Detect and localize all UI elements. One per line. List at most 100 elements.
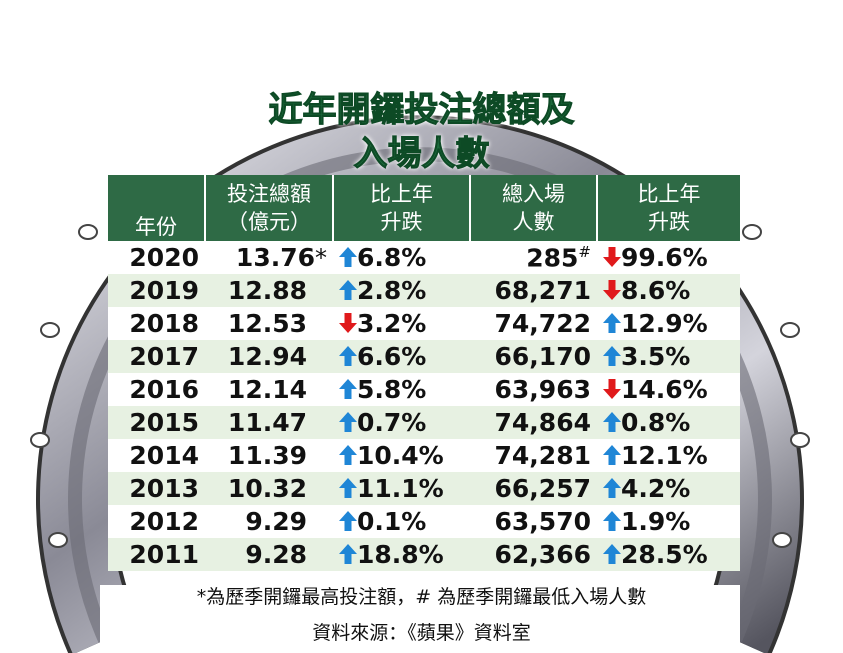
- attendance-value: 66,257: [494, 474, 591, 503]
- attendance-change-value: 28.5%: [621, 540, 708, 569]
- year: 2018: [108, 307, 205, 340]
- bet-change-value: 0.1%: [357, 507, 427, 536]
- attendance: 74,281: [470, 439, 597, 472]
- bet-change: 5.8%: [333, 373, 470, 406]
- arrow-up: [603, 445, 621, 465]
- header-line: 人數: [512, 210, 555, 234]
- header-line: 比上年: [370, 182, 433, 206]
- arrow-up: [339, 379, 357, 399]
- bet: 12.53: [205, 307, 333, 340]
- arrow-up: [339, 544, 357, 564]
- bet-change: 10.4%: [333, 439, 470, 472]
- bet-value: 9.28: [245, 540, 307, 569]
- year: 2016: [108, 373, 205, 406]
- attendance-change-value: 1.9%: [621, 507, 691, 536]
- bet-value: 12.53: [227, 309, 307, 338]
- bet: 9.28: [205, 538, 333, 571]
- year: 2020: [108, 241, 205, 274]
- row: 2020 13.76* 6.8% 285# 99.6%: [108, 241, 740, 274]
- row: 2014 11.39 10.4% 74,281 12.1%: [108, 439, 740, 472]
- attendance-change: 3.5%: [597, 340, 740, 373]
- header-line: 投注總額: [227, 182, 311, 206]
- arrow-up: [339, 412, 357, 432]
- bet-value: 11.39: [227, 441, 307, 470]
- bet-change: 2.8%: [333, 274, 470, 307]
- year: 2011: [108, 538, 205, 571]
- header-cell: 比上年 升跌: [332, 175, 470, 241]
- attendance: 63,963: [470, 373, 597, 406]
- arrow-up: [603, 478, 621, 498]
- arrow-down: [603, 247, 621, 267]
- bet-change: 0.7%: [333, 406, 470, 439]
- year: 2012: [108, 505, 205, 538]
- arrow-down: [339, 313, 357, 333]
- arrow-up: [603, 511, 621, 531]
- arrow-up: [339, 445, 357, 465]
- attendance: 68,271: [470, 274, 597, 307]
- attendance-change: 0.8%: [597, 406, 740, 439]
- title: 入場人數: [353, 134, 490, 175]
- attendance-change: 12.1%: [597, 439, 740, 472]
- bet: 11.47: [205, 406, 333, 439]
- arrow-up: [603, 346, 621, 366]
- attendance-value: 63,963: [494, 375, 591, 404]
- bet-change-value: 18.8%: [357, 540, 444, 569]
- attendance: 66,170: [470, 340, 597, 373]
- attendance-change: 99.6%: [597, 241, 740, 274]
- row: 2013 10.32 11.1% 66,257 4.2%: [108, 472, 740, 505]
- bet-change-value: 6.8%: [357, 243, 427, 272]
- attendance-change-value: 8.6%: [621, 276, 691, 305]
- attendance-change-value: 99.6%: [621, 243, 708, 272]
- bet: 10.32: [205, 472, 333, 505]
- bet: 12.88: [205, 274, 333, 307]
- bet-note: *: [315, 244, 327, 272]
- header-line: 升跌: [648, 210, 690, 234]
- attendance-change: 8.6%: [597, 274, 740, 307]
- attendance-change: 14.6%: [597, 373, 740, 406]
- arrow-up: [603, 313, 621, 333]
- header-cell: 投注總額 （億元）: [204, 175, 333, 241]
- attendance: 63,570: [470, 505, 597, 538]
- header-cell: 比上年 升跌: [596, 175, 740, 241]
- year: 2014: [108, 439, 205, 472]
- row: 2019 12.88 2.8% 68,271 8.6%: [108, 274, 740, 307]
- attendance-change: 4.2%: [597, 472, 740, 505]
- year: 2017: [108, 340, 205, 373]
- row: 2017 12.94 6.6% 66,170 3.5%: [108, 340, 740, 373]
- attendance-change: 12.9%: [597, 307, 740, 340]
- header-line: 升跌: [380, 210, 423, 234]
- bet: 13.76*: [205, 241, 333, 274]
- arrow-up: [339, 280, 357, 300]
- source: 資料來源：《蘋果》資料室: [312, 622, 531, 644]
- header-line: 比上年: [637, 182, 701, 206]
- bet: 12.94: [205, 340, 333, 373]
- arrow-up: [339, 511, 357, 531]
- attendance: 74,722: [470, 307, 597, 340]
- bet-value: 12.94: [227, 342, 307, 371]
- attendance: 74,864: [470, 406, 597, 439]
- attendance-change-value: 3.5%: [621, 342, 691, 371]
- attendance-note: #: [578, 242, 591, 261]
- bet-change: 11.1%: [333, 472, 470, 505]
- bet-change-value: 6.6%: [357, 342, 427, 371]
- attendance-value: 68,271: [494, 276, 591, 305]
- attendance: 66,257: [470, 472, 597, 505]
- row: 2011 9.28 18.8% 62,366 28.5%: [108, 538, 740, 571]
- bet-change: 0.1%: [333, 505, 470, 538]
- year: 2015: [108, 406, 205, 439]
- year: 2019: [108, 274, 205, 307]
- bet-value: 12.14: [227, 375, 307, 404]
- bet-change-value: 11.1%: [357, 474, 444, 503]
- bet-value: 11.47: [227, 408, 307, 437]
- attendance: 62,366: [470, 538, 597, 571]
- bet-value: 13.76: [235, 243, 315, 272]
- bet-change: 6.8%: [333, 241, 470, 274]
- arrow-down: [603, 379, 621, 399]
- attendance-value: 63,570: [494, 507, 591, 536]
- header-cell: 年份: [108, 175, 205, 241]
- bet: 11.39: [205, 439, 333, 472]
- arrow-up: [339, 247, 357, 267]
- attendance-change: 28.5%: [597, 538, 740, 571]
